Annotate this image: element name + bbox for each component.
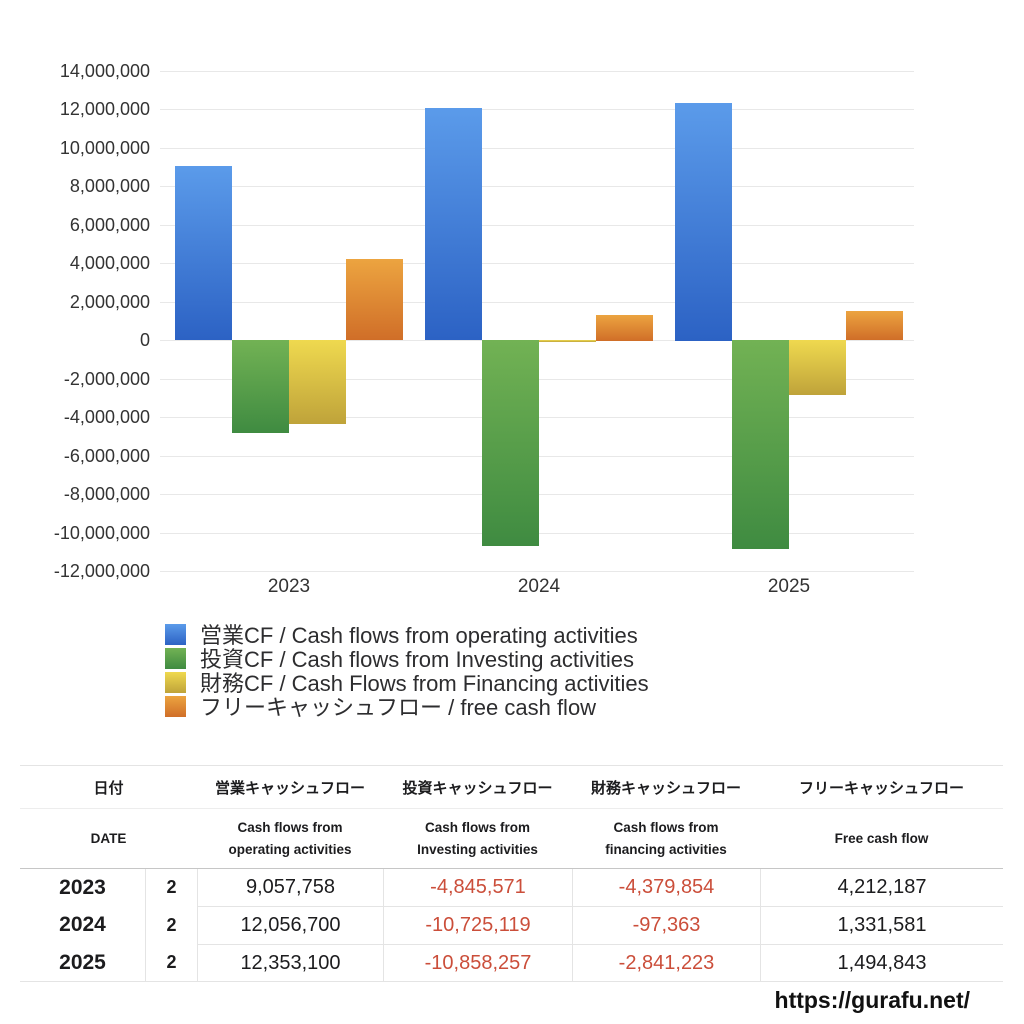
bar-free-cash-flow-2023 — [346, 259, 403, 340]
col-header-operating-jp: 営業キャッシュフロー — [197, 766, 383, 809]
table-row-2025-free: 1,494,843 — [760, 944, 1003, 981]
chart-legend: 営業CF / Cash flows from operating activit… — [165, 622, 649, 720]
gridline — [160, 71, 914, 72]
bar-free-cash-flow-2024 — [596, 315, 653, 341]
table-row-2024-free: 1,331,581 — [760, 906, 1003, 944]
col-header-operating-en: Cash flows from operating activities — [197, 809, 383, 869]
table-row-2025-year: 2025 — [59, 950, 106, 974]
bar-operating-2023 — [175, 166, 232, 340]
y-axis-label: 6,000,000 — [69, 215, 150, 235]
col-header-free-jp: フリーキャッシュフロー — [760, 766, 1003, 809]
y-axis-label: 0 — [139, 330, 150, 350]
col-header-free-en: Free cash flow — [760, 809, 1003, 869]
x-axis-label-2024: 2024 — [517, 576, 561, 597]
table-row-2025-operating: 12,353,100 — [197, 944, 383, 981]
legend-item-operating: 営業CF / Cash flows from operating activit… — [165, 622, 649, 648]
table-row-2024-investing: -10,725,119 — [383, 906, 572, 944]
table-row-2023-investing: -4,845,571 — [383, 869, 572, 906]
gridline — [160, 302, 914, 303]
gridline — [160, 186, 914, 187]
gridline — [160, 225, 914, 226]
bar-financing-2025 — [789, 340, 846, 395]
legend-item-financing: 財務CF / Cash Flows from Financing activit… — [165, 670, 649, 696]
bar-investing-2025 — [732, 340, 789, 549]
legend-label-operating: 営業CF / Cash flows from operating activit… — [200, 623, 638, 648]
legend-item-investing: 投資CF / Cash flows from Investing activit… — [165, 646, 649, 672]
col-header-financing-jp: 財務キャッシュフロー — [572, 766, 760, 809]
table-row-2024-financing: -97,363 — [572, 906, 760, 944]
y-axis-label: 14,000,000 — [59, 61, 150, 81]
legend-swatch-operating-icon — [165, 623, 186, 645]
table-row-2023-year: 2023 — [59, 875, 106, 899]
legend-label-financing: 財務CF / Cash Flows from Financing activit… — [200, 671, 649, 696]
bar-financing-2024 — [539, 340, 596, 342]
table-row-2025-financing: -2,841,223 — [572, 944, 760, 981]
table-row-2023-operating: 9,057,758 — [197, 869, 383, 906]
table-row-2025-month: 2 — [145, 944, 197, 981]
gridline — [160, 263, 914, 264]
table-row-2023-free: 4,212,187 — [760, 869, 1003, 906]
table-row-2024-month: 2 — [145, 906, 197, 944]
col-header-date-jp: 日付 — [20, 766, 197, 809]
legend-label-free-cash-flow: フリーキャッシュフロー / free cash flow — [200, 695, 597, 720]
y-axis-label: -12,000,000 — [53, 561, 150, 581]
legend-swatch-free-cash-flow-icon — [165, 695, 186, 717]
bar-investing-2024 — [482, 340, 539, 546]
y-axis-label: -8,000,000 — [63, 484, 150, 504]
gridline — [160, 109, 914, 110]
y-axis-label: -6,000,000 — [63, 446, 150, 466]
y-axis-label: 10,000,000 — [59, 138, 150, 158]
y-axis-label: 8,000,000 — [69, 176, 150, 196]
bar-free-cash-flow-2025 — [846, 311, 903, 340]
bar-financing-2023 — [289, 340, 346, 424]
y-axis-label: 12,000,000 — [59, 99, 150, 119]
col-header-financing-en: Cash flows from financing activities — [572, 809, 760, 869]
col-header-investing-jp: 投資キャッシュフロー — [383, 766, 572, 809]
y-axis-label: -4,000,000 — [63, 407, 150, 427]
bar-operating-2025 — [675, 103, 732, 341]
bar-investing-2023 — [232, 340, 289, 433]
col-header-investing-en: Cash flows from Investing activities — [383, 809, 572, 869]
site-url: https://gurafu.net/ — [774, 987, 970, 1013]
y-axis-label: 2,000,000 — [69, 292, 150, 312]
cash-flow-table: 日付 営業キャッシュフロー 投資キャッシュフロー 財務キャッシュフロー フリーキ… — [20, 765, 1003, 982]
y-axis-label: -2,000,000 — [63, 369, 150, 389]
col-header-date-en: DATE — [20, 809, 197, 869]
gridline — [160, 571, 914, 572]
x-axis-label-2025: 2025 — [767, 576, 811, 597]
legend-swatch-financing-icon — [165, 671, 186, 693]
bar-operating-2024 — [425, 108, 482, 340]
legend-swatch-investing-icon — [165, 647, 186, 669]
table-row-2024-year: 2024 — [59, 913, 106, 936]
gridline — [160, 148, 914, 149]
table-row-2025-investing: -10,858,257 — [383, 944, 572, 981]
y-axis-label: -10,000,000 — [53, 523, 150, 543]
table-row-2024-operating: 12,056,700 — [197, 906, 383, 944]
legend-label-investing: 投資CF / Cash flows from Investing activit… — [200, 647, 635, 672]
table-row-2023-financing: -4,379,854 — [572, 869, 760, 906]
x-axis-label-2023: 2023 — [267, 576, 311, 597]
legend-item-free-cash-flow: フリーキャッシュフロー / free cash flow — [165, 694, 649, 720]
y-axis-label: 4,000,000 — [69, 253, 150, 273]
table-row-2023-month: 2 — [145, 869, 197, 906]
